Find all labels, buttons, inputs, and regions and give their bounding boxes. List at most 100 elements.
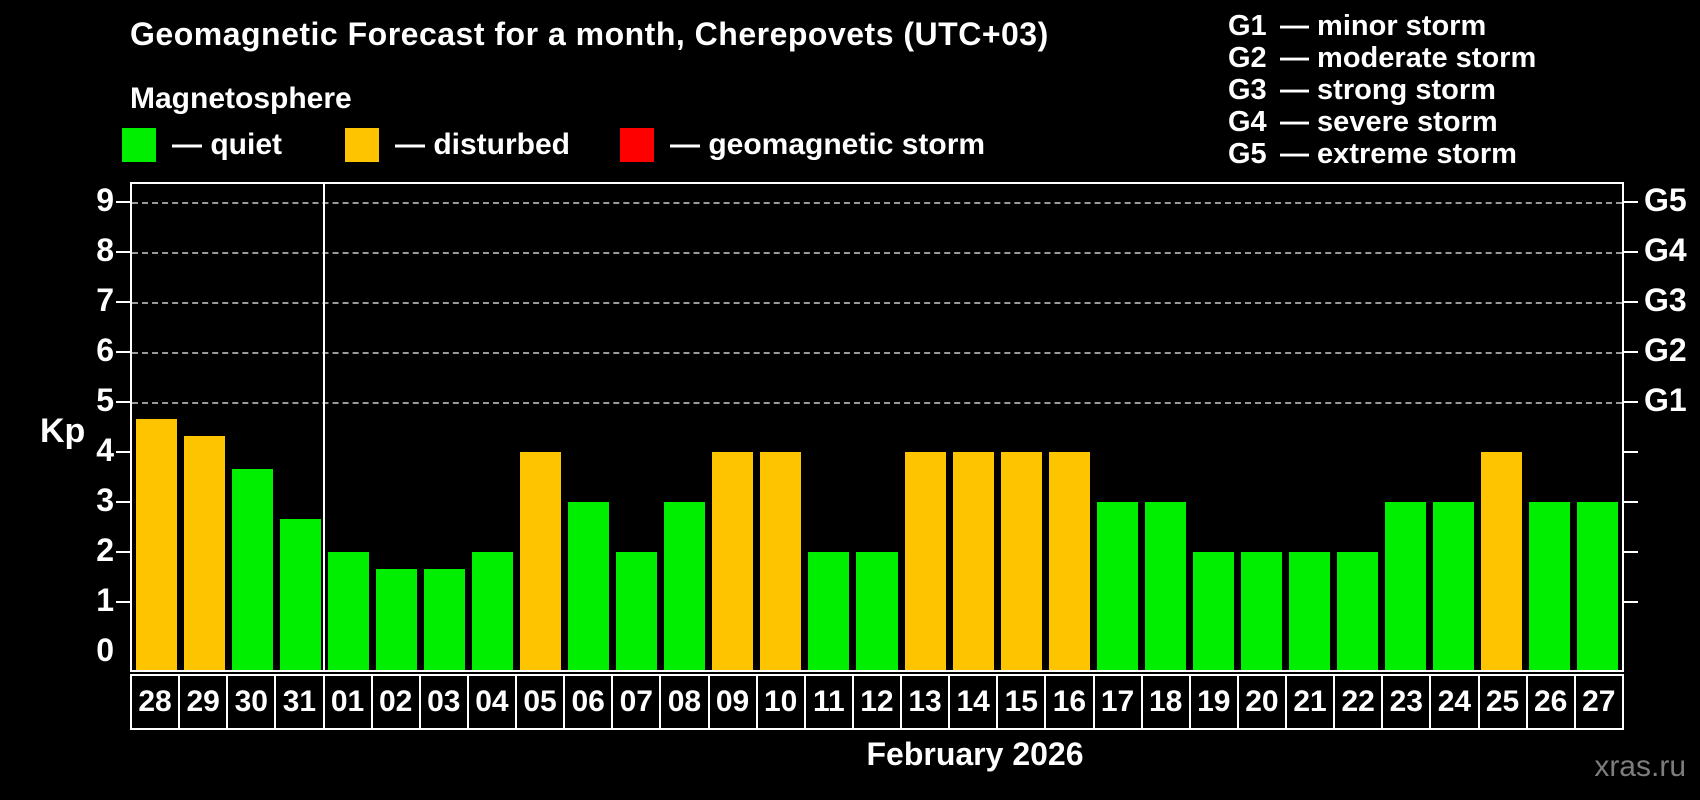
y-axis-title: Kp [40, 412, 86, 450]
right-tick-kp2 [1624, 551, 1638, 553]
kp-bar-day-20 [1240, 552, 1283, 670]
g5-label: — extreme storm [1280, 138, 1517, 170]
left-tick-kp7 [116, 301, 130, 303]
legend-item-storm: — geomagnetic storm [620, 128, 985, 162]
storm-color-swatch [620, 128, 654, 162]
kp-bar-day-07 [616, 552, 658, 670]
left-tick-kp8 [116, 251, 130, 253]
gridline-kp8 [132, 252, 1622, 254]
x-axis-day-label-22: 22 [1333, 674, 1384, 730]
g4-label: — severe storm [1280, 106, 1498, 138]
kp-bar-day-01 [327, 552, 369, 670]
x-axis-day-row: 28 29 30 31 01 02 03 04 05 06 07 08 09 10 11 12 13 14 15 16… [130, 674, 1624, 730]
x-axis-day-label-29: 29 [178, 674, 229, 730]
kp-bar-day-18 [1144, 502, 1186, 670]
x-axis-day-label-13: 13 [900, 674, 951, 730]
g3-code: G3 [1228, 74, 1267, 106]
kp-bar-day-16 [1048, 452, 1090, 670]
kp-bar-day-22 [1337, 552, 1379, 670]
storm-scale-row-g2: G2 — moderate storm [1228, 42, 1536, 74]
g2-code: G2 [1228, 42, 1267, 74]
x-axis-day-label-04: 04 [466, 674, 517, 730]
right-tick-kp8 [1624, 251, 1638, 253]
x-axis-day-label-25: 25 [1477, 674, 1528, 730]
kp-bar-day-21 [1289, 552, 1331, 670]
kp-bar-day-05 [520, 452, 562, 670]
x-axis-day-label-05: 05 [515, 674, 566, 730]
storm-scale-legend: G1 — minor storm G2 — moderate storm G3 … [1228, 10, 1536, 170]
y-axis-tick-label-8: 8 [96, 232, 114, 268]
left-tick-kp9 [116, 201, 130, 203]
kp-bar-day-02 [375, 568, 417, 670]
g5-code: G5 [1228, 138, 1267, 170]
g1-label: — minor storm [1280, 10, 1487, 42]
kp-bar-day-27 [1577, 502, 1619, 670]
kp-bar-day-19 [1192, 552, 1234, 670]
x-axis-day-label-10: 10 [755, 674, 806, 730]
legend-storm-label: — geomagnetic storm [670, 128, 986, 161]
watermark: xras.ru [1594, 750, 1686, 783]
y-axis-tick-label-9: 9 [96, 182, 114, 218]
g-scale-label-g4: G4 [1644, 232, 1687, 268]
kp-bar-day-15 [1000, 452, 1042, 670]
y-axis-tick-label-7: 7 [96, 282, 114, 318]
page-title: Geomagnetic Forecast for a month, Cherep… [130, 16, 1049, 52]
kp-bar-day-10 [760, 452, 802, 670]
right-tick-kp5 [1624, 401, 1638, 403]
y-axis-tick-label-5: 5 [96, 382, 114, 418]
legend-disturbed-label: — disturbed [395, 128, 571, 161]
kp-bar-day-11 [808, 552, 850, 670]
plot-area [130, 182, 1624, 672]
kp-bar-day-06 [568, 502, 610, 670]
x-axis-day-label-01: 01 [322, 674, 373, 730]
x-axis-day-label-16: 16 [1044, 674, 1095, 730]
x-axis-day-label-08: 08 [659, 674, 710, 730]
kp-bar-day-23 [1385, 502, 1427, 670]
y-axis-tick-label-0: 0 [96, 632, 114, 668]
gridline-kp5 [132, 402, 1622, 404]
left-tick-kp3 [116, 501, 130, 503]
kp-bar-day-25 [1481, 452, 1523, 670]
x-axis-day-label-14: 14 [948, 674, 999, 730]
gridline-kp9 [132, 202, 1622, 204]
storm-scale-row-g3: G3 — strong storm [1228, 74, 1536, 106]
x-axis-day-label-03: 03 [418, 674, 469, 730]
g1-code: G1 [1228, 10, 1267, 42]
x-axis-day-label-11: 11 [803, 674, 854, 730]
right-tick-kp4 [1624, 451, 1638, 453]
y-axis-tick-label-4: 4 [96, 432, 114, 468]
x-axis-day-label-27: 27 [1573, 674, 1624, 730]
left-tick-kp1 [116, 601, 130, 603]
x-axis-day-label-06: 06 [563, 674, 614, 730]
kp-bar-day-28 [135, 418, 177, 670]
x-axis-day-label-15: 15 [996, 674, 1047, 730]
x-axis-day-label-09: 09 [707, 674, 758, 730]
kp-bar-day-30 [231, 468, 273, 670]
right-tick-kp7 [1624, 301, 1638, 303]
x-axis-day-label-23: 23 [1381, 674, 1432, 730]
kp-bar-day-12 [856, 552, 898, 670]
g2-label: — moderate storm [1280, 42, 1537, 74]
g4-code: G4 [1228, 106, 1267, 138]
right-tick-kp6 [1624, 351, 1638, 353]
month-separator-line [323, 184, 326, 670]
legend-quiet-label: — quiet [172, 128, 282, 161]
legend-item-quiet: — quiet [122, 128, 282, 162]
x-axis-day-label-31: 31 [274, 674, 325, 730]
legend-item-disturbed: — disturbed [345, 128, 570, 162]
y-axis-tick-label-1: 1 [96, 582, 114, 618]
x-axis-day-label-20: 20 [1236, 674, 1287, 730]
kp-bar-day-31 [279, 518, 321, 670]
x-axis-day-label-26: 26 [1525, 674, 1576, 730]
g-scale-label-g2: G2 [1644, 332, 1687, 368]
gridline-kp7 [132, 302, 1622, 304]
x-axis-day-label-18: 18 [1140, 674, 1191, 730]
x-axis-day-label-12: 12 [851, 674, 902, 730]
g-scale-label-g3: G3 [1644, 282, 1687, 318]
left-tick-kp5 [116, 401, 130, 403]
left-tick-kp2 [116, 551, 130, 553]
x-axis-day-label-21: 21 [1285, 674, 1336, 730]
x-axis-day-label-28: 28 [130, 674, 181, 730]
kp-bar-day-08 [664, 502, 706, 670]
